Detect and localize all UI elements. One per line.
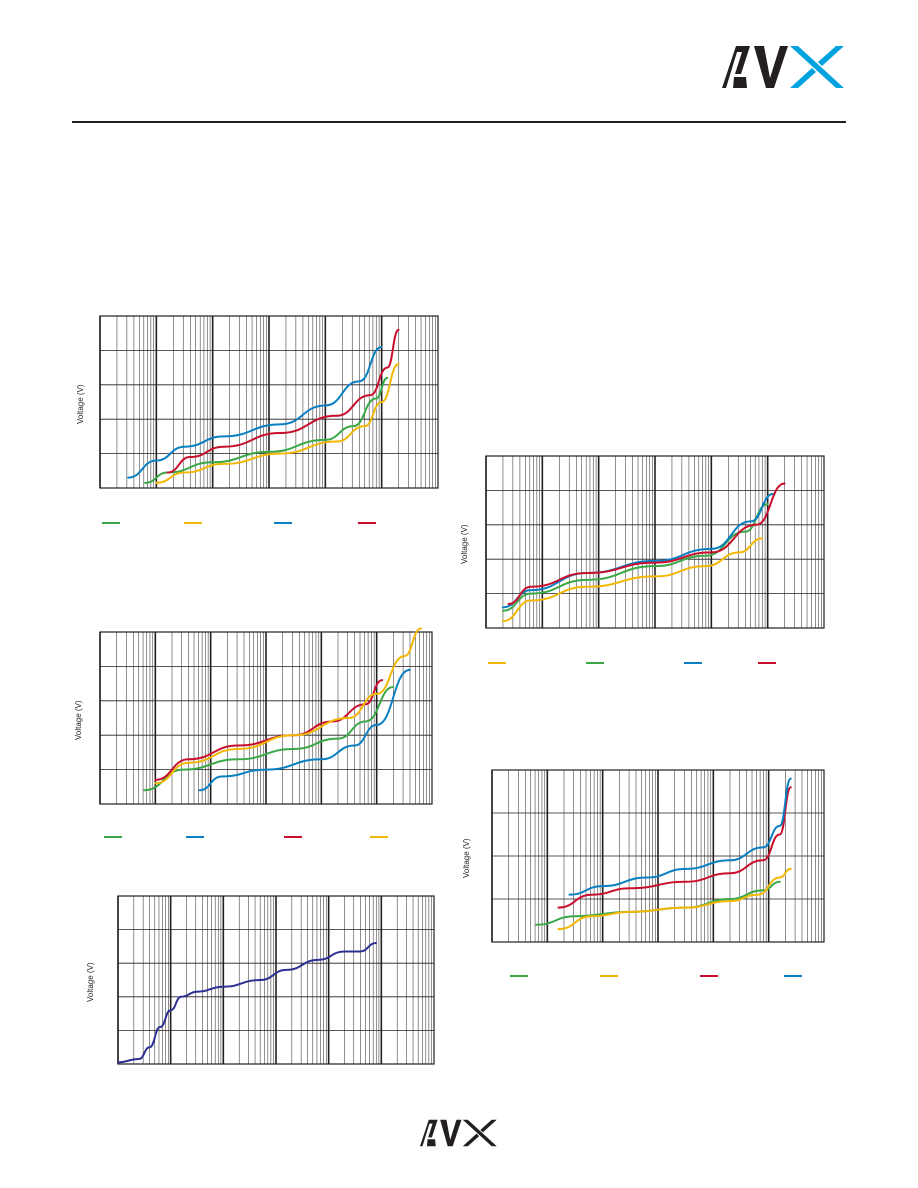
series-line-red: [557, 786, 792, 909]
chart-b: Voltage (V): [458, 450, 838, 680]
series-line-blue: [198, 668, 411, 792]
chart-b-svg: [485, 455, 825, 629]
legend-swatch-green: [586, 662, 604, 664]
chart-a: Voltage (V): [72, 310, 452, 540]
legend-swatch-blue: [784, 975, 802, 977]
series-line-green: [501, 503, 769, 612]
legend-swatch-yellow: [184, 522, 202, 524]
y-axis-label: Voltage (V): [74, 700, 83, 740]
y-axis-label: Voltage (V): [460, 524, 469, 564]
series-line-navy: [117, 942, 378, 1064]
legend-swatch-yellow: [370, 836, 388, 838]
chart-e: Voltage (V): [72, 890, 452, 1080]
chart-d: Voltage (V): [458, 764, 838, 994]
legend-swatch-blue: [186, 836, 204, 838]
series-line-blue: [127, 345, 383, 479]
legend-swatch-red: [358, 522, 376, 524]
chart-e-svg: [117, 895, 435, 1065]
y-axis-label: Voltage (V): [462, 838, 471, 878]
y-axis-label: Voltage (V): [86, 962, 95, 1002]
series-line-green: [143, 686, 395, 792]
avx-logo: [722, 46, 844, 88]
avx-footer-logo: [420, 1119, 497, 1147]
legend-swatch-blue: [274, 522, 292, 524]
chart-d-svg: [491, 769, 825, 943]
y-axis-label: Voltage (V): [76, 384, 85, 424]
series-line-red: [507, 482, 786, 605]
legend-swatch-red: [758, 662, 776, 664]
legend-swatch-green: [510, 975, 528, 977]
series-line-blue: [568, 777, 792, 896]
chart-c-svg: [99, 627, 433, 805]
chart-c: Voltage (V): [72, 626, 452, 856]
legend-swatch-blue: [684, 662, 702, 664]
legend-swatch-red: [284, 836, 302, 838]
series-line-yellow: [154, 627, 422, 785]
series-line-red: [166, 328, 400, 474]
series-line-yellow: [501, 537, 764, 623]
series-line-blue: [501, 492, 775, 609]
legend-swatch-yellow: [488, 662, 506, 664]
series-line-yellow: [155, 363, 400, 484]
header-rule: [72, 121, 846, 123]
legend-swatch-green: [102, 522, 120, 524]
legend-swatch-yellow: [600, 975, 618, 977]
series-line-yellow: [557, 867, 792, 931]
legend-swatch-red: [700, 975, 718, 977]
chart-a-svg: [99, 315, 439, 489]
legend-swatch-green: [104, 836, 122, 838]
series-line-green: [144, 376, 389, 484]
